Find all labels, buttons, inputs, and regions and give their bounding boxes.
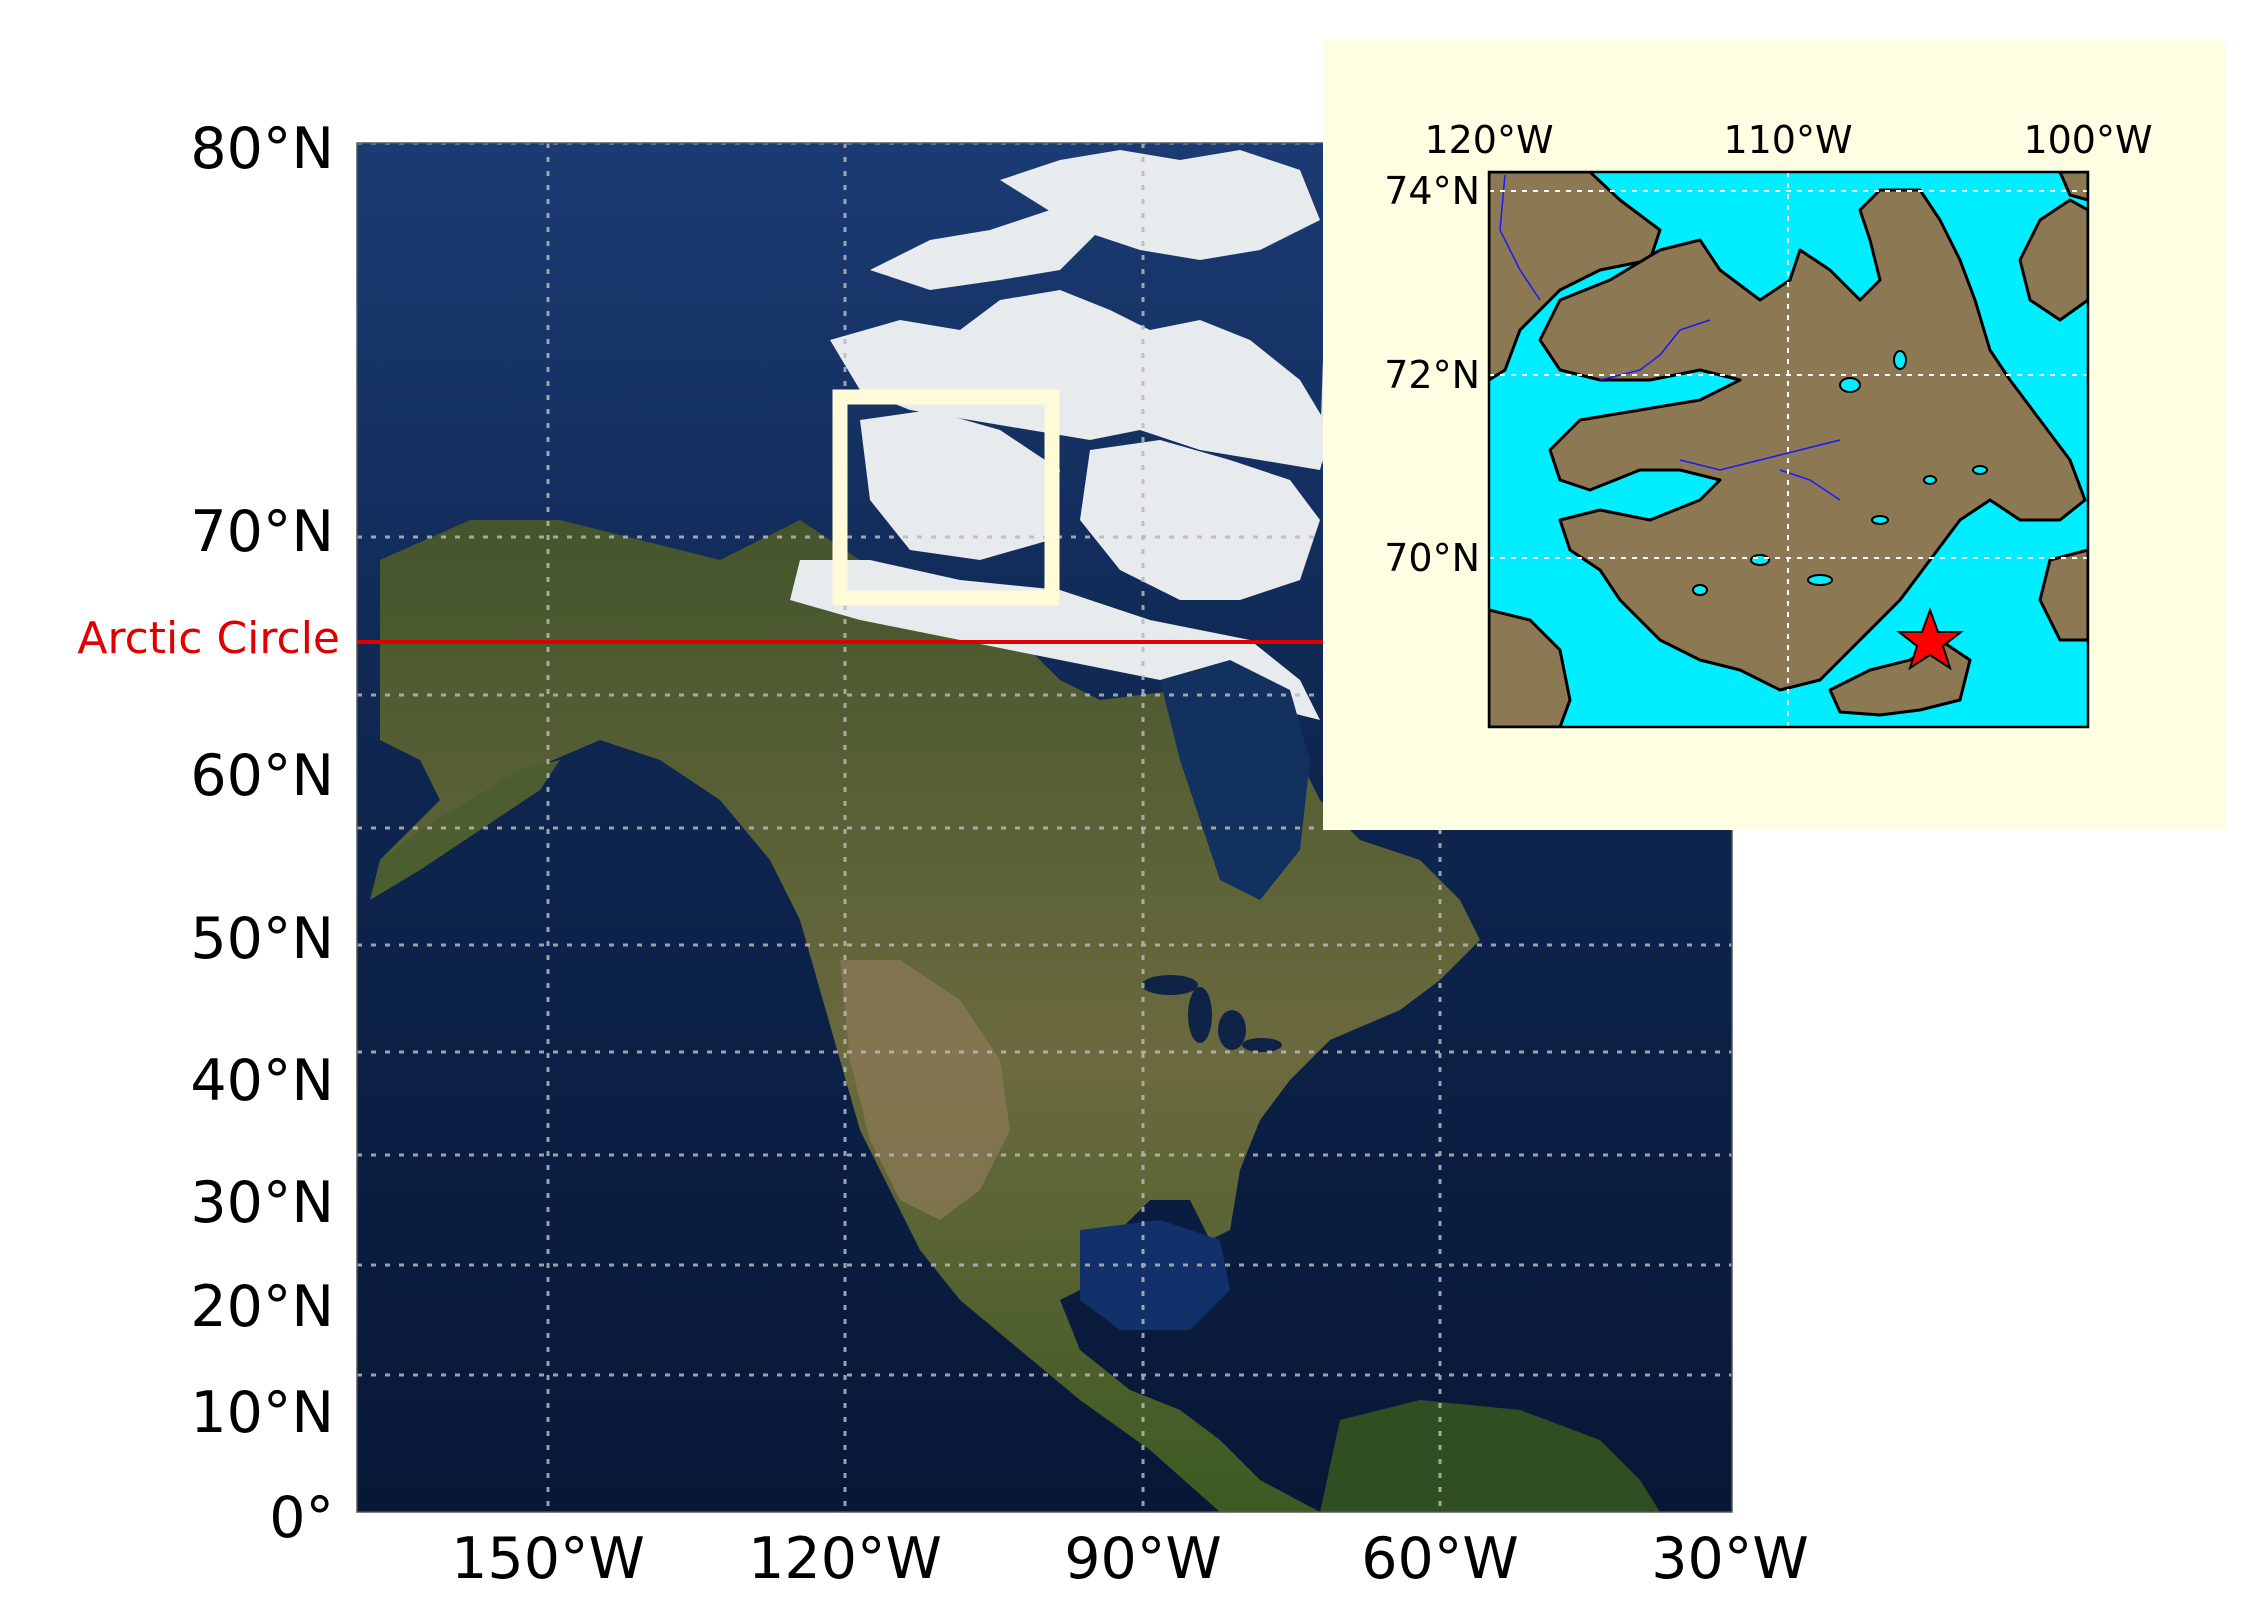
lon-label-60w: 60°W xyxy=(1361,1526,1518,1592)
lat-label-40: 40°N xyxy=(190,1048,334,1114)
alaska-peninsula xyxy=(370,760,560,900)
inset-land xyxy=(1489,172,2088,727)
inset-lat-labels: 74°N 72°N 70°N xyxy=(1384,169,1480,580)
lat-label-20: 20°N xyxy=(190,1274,334,1340)
hudson-bay xyxy=(1160,660,1310,900)
inset-map xyxy=(1489,172,2088,727)
lat-label-10: 10°N xyxy=(190,1380,334,1446)
inset-rivers xyxy=(1499,174,1841,501)
lat-label-50: 50°N xyxy=(190,906,334,972)
inset-lon-labels: 120°W 110°W 100°W xyxy=(1424,118,2152,162)
gulf-of-mexico xyxy=(1080,1220,1230,1330)
inset-gridlines xyxy=(1489,172,2088,727)
inset-map-frame xyxy=(1487,170,2090,729)
inset-lon-120w: 120°W xyxy=(1424,118,1553,162)
main-lat-labels: 80°N 70°N 60°N 50°N 40°N 30°N 20°N 10°N … xyxy=(190,116,334,1551)
lat-label-0: 0° xyxy=(269,1485,334,1551)
lon-label-150w: 150°W xyxy=(451,1526,645,1592)
inset-lat-72n: 72°N xyxy=(1384,353,1480,397)
location-star-icon xyxy=(1896,607,1964,671)
inset-lat-70n: 70°N xyxy=(1384,536,1480,580)
arctic-circle-label: Arctic Circle xyxy=(77,613,340,664)
great-lakes xyxy=(1142,975,1282,1052)
inset-lon-100w: 100°W xyxy=(2023,118,2152,162)
lon-label-30w: 30°W xyxy=(1651,1526,1808,1592)
inset-lat-74n: 74°N xyxy=(1384,169,1480,213)
lat-label-70: 70°N xyxy=(190,499,334,565)
inset-lon-110w: 110°W xyxy=(1723,118,1852,162)
main-lon-labels: 150°W 120°W 90°W 60°W 30°W xyxy=(451,1526,1809,1592)
inset-panel: 120°W 110°W 100°W 74°N 72°N 70°N xyxy=(1323,40,2226,830)
western-plains xyxy=(840,960,1010,1220)
south-america xyxy=(1320,1400,1660,1512)
inset-lakes xyxy=(1692,350,1988,596)
study-area-box xyxy=(832,389,1060,606)
lon-label-90w: 90°W xyxy=(1064,1526,1221,1592)
lat-label-60: 60°N xyxy=(190,743,334,809)
lon-label-120w: 120°W xyxy=(748,1526,942,1592)
lat-label-30: 30°N xyxy=(190,1170,334,1236)
lat-label-80: 80°N xyxy=(190,116,334,182)
